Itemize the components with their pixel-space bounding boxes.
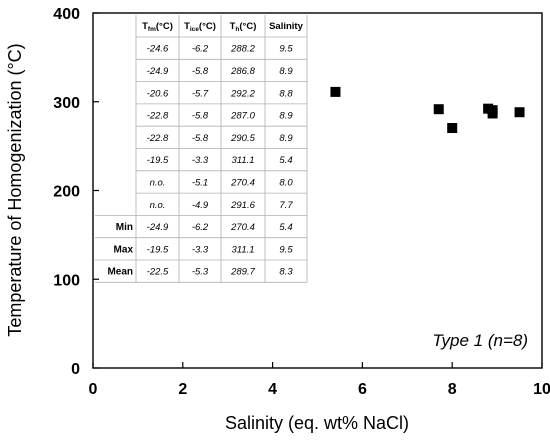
table-cell: 7.7	[279, 200, 293, 211]
x-tick-label: 2	[178, 381, 187, 398]
table-cell: -6.2	[192, 44, 209, 55]
x-tick-label: 6	[358, 381, 367, 398]
table-cell: -24.9	[147, 66, 169, 77]
table-cell: 311.1	[231, 155, 254, 166]
table-cell: 8.9	[279, 66, 293, 77]
y-tick-label: 0	[71, 361, 80, 378]
table-cell: 8.0	[279, 177, 293, 188]
table-cell: 288.2	[230, 44, 255, 55]
table-cell: 290.5	[230, 133, 255, 144]
table-cell: 8.3	[279, 267, 293, 278]
table-cell: 5.4	[279, 155, 292, 166]
table-row-label: Max	[114, 244, 134, 255]
table-cell: -22.8	[147, 133, 169, 144]
table-cell: -24.6	[147, 44, 169, 55]
table-cell: -4.9	[192, 200, 209, 211]
table-cell: 311.1	[231, 244, 254, 255]
table-cell: -3.3	[192, 155, 209, 166]
table-cell: 8.9	[279, 133, 293, 144]
type-annotation: Type 1 (n=8)	[432, 331, 528, 350]
data-point	[488, 108, 498, 118]
data-point	[434, 104, 444, 114]
table-header: Th(°C)	[230, 21, 257, 33]
x-tick-label: 10	[533, 381, 550, 398]
y-tick-label: 100	[53, 272, 80, 289]
data-point	[330, 87, 340, 97]
table-cell: -5.3	[192, 267, 209, 278]
data-table: Tfm(°C) Tice(°C) Th(°C) Salinity -24.6 -6.2 28…	[95, 15, 307, 282]
table-cell: 9.5	[279, 244, 293, 255]
table-cell: 291.6	[230, 200, 255, 211]
table-cell: -5.7	[192, 88, 209, 99]
data-point	[447, 123, 457, 133]
x-tick-label: 8	[448, 381, 457, 398]
scatter-points	[330, 87, 524, 133]
table-cell: -19.5	[147, 244, 169, 255]
table-cell: 270.4	[230, 177, 255, 188]
table-cell: 5.4	[279, 222, 292, 233]
y-tick-label: 400	[53, 6, 80, 23]
table-cell: -19.5	[147, 155, 169, 166]
table-cell: -20.6	[147, 88, 169, 99]
table-header: Tice(°C)	[184, 21, 216, 33]
table-cell: 286.8	[230, 66, 255, 77]
table-cell: 8.8	[279, 88, 293, 99]
table-cell: -5.8	[192, 66, 209, 77]
x-tick-label: 0	[89, 381, 98, 398]
x-tick-label: 4	[268, 381, 277, 398]
table-cell: 8.9	[279, 111, 293, 122]
table-header: Salinity	[269, 21, 304, 32]
table-row-label: Min	[116, 222, 133, 233]
table-cell: 9.5	[279, 44, 293, 55]
table-cell: -22.8	[147, 111, 169, 122]
data-point	[515, 107, 525, 117]
table-cell: -5.8	[192, 111, 209, 122]
y-axis-title: Temperature of Homogenization (°C)	[5, 43, 25, 336]
table-header: Tfm(°C)	[142, 21, 173, 33]
table-cell: -24.9	[147, 222, 169, 233]
table-cell: -22.5	[147, 267, 169, 278]
table-cell: n.o.	[150, 200, 166, 211]
table-cell: 287.0	[230, 111, 255, 122]
y-tick-label: 200	[53, 184, 80, 201]
table-cell: 289.7	[230, 267, 255, 278]
table-cell: 292.2	[230, 88, 255, 99]
table-cell: -5.8	[192, 133, 209, 144]
y-tick-label: 300	[53, 95, 80, 112]
table-row-label: Mean	[107, 267, 133, 278]
table-cell: -5.1	[192, 177, 208, 188]
table-cell: 270.4	[230, 222, 255, 233]
x-axis-title: Salinity (eq. wt% NaCl)	[225, 413, 409, 433]
table-cell: n.o.	[150, 177, 166, 188]
table-cell: -3.3	[192, 244, 209, 255]
table-cell: -6.2	[192, 222, 209, 233]
